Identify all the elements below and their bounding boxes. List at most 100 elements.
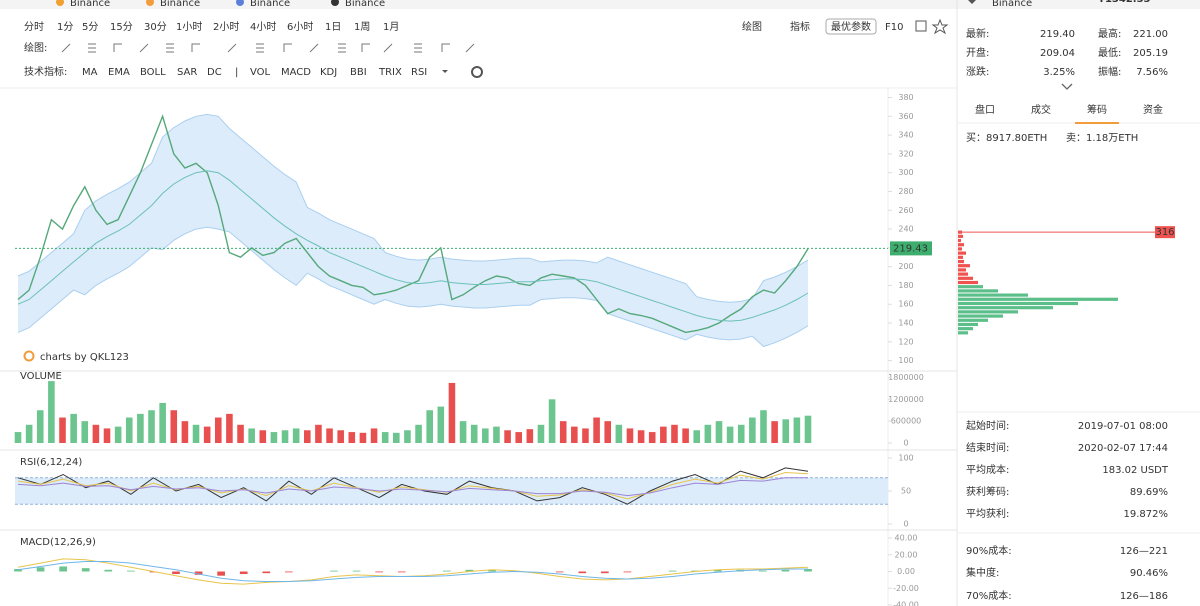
indicator-toggle[interactable]: TRIX — [378, 67, 402, 78]
draw-tool-icon[interactable] — [338, 43, 346, 53]
chip-bar — [958, 289, 998, 293]
indicator-toggle[interactable]: MA — [82, 67, 98, 78]
volume-bar — [515, 432, 522, 443]
indicator-toggle[interactable]: BBI — [350, 67, 367, 78]
draw-tool-icon[interactable] — [465, 43, 475, 53]
volume-bar — [25, 424, 33, 443]
draw-tool-icon[interactable] — [191, 43, 200, 52]
chip-bar — [958, 322, 978, 327]
y-tick-label: -40.00 — [893, 601, 919, 606]
tab-label[interactable]: Binance — [70, 0, 110, 9]
stat-label: 平均获利: — [966, 508, 1009, 520]
volume-bar — [281, 430, 289, 443]
volume-bar — [214, 417, 222, 443]
draw-tool-icon[interactable] — [256, 43, 264, 53]
period-button[interactable]: 5分 — [82, 21, 98, 33]
period-button[interactable]: 1周 — [354, 21, 370, 33]
draw-tool-icon[interactable] — [414, 43, 422, 53]
period-button[interactable]: 分时 — [24, 21, 44, 33]
volume-bar — [470, 424, 478, 443]
draw-tool-icon[interactable] — [361, 43, 370, 52]
volume-bar — [103, 428, 111, 443]
panel-tab[interactable]: 筹码 — [1087, 103, 1107, 116]
y-tick-label: 340 — [898, 131, 913, 140]
period-button[interactable]: 1小时 — [176, 21, 202, 33]
period-button[interactable]: 6小时 — [287, 21, 313, 33]
y-tick-label: 280 — [898, 187, 913, 196]
draw-tool-icon[interactable] — [383, 43, 393, 53]
watermark: charts by QKL123 — [40, 352, 129, 363]
macd-histogram — [262, 571, 271, 574]
draw-label: 绘图: — [24, 41, 47, 54]
stat-value: 89.69% — [1130, 487, 1168, 498]
dropdown-icon[interactable] — [442, 70, 448, 73]
quote-value: 3.25% — [1043, 67, 1075, 78]
indicator-toggle[interactable]: RSI — [411, 67, 427, 78]
draw-tool-icon[interactable] — [88, 43, 96, 53]
chip-bar — [958, 280, 978, 285]
y-tick-label: 180 — [898, 281, 913, 290]
draw-tool-icon[interactable] — [139, 43, 149, 53]
settings-icon[interactable] — [471, 66, 483, 78]
y-tick-label: 160 — [898, 300, 913, 309]
panel-tab[interactable]: 成交 — [1031, 103, 1051, 116]
indicator-toggle[interactable]: EMA — [108, 67, 130, 78]
volume-bar — [125, 417, 133, 443]
draw-tool-icon[interactable] — [61, 43, 71, 53]
indicator-button[interactable]: 指标 — [790, 20, 810, 33]
chevron[interactable] — [1061, 83, 1073, 90]
macd-histogram — [14, 568, 22, 572]
draw-tool-icon[interactable] — [166, 43, 174, 53]
fullscreen-icon[interactable] — [915, 20, 927, 32]
quote-label: 涨跌: — [966, 65, 989, 78]
tab-label[interactable]: Binance — [160, 0, 200, 9]
period-button[interactable]: 15分 — [110, 21, 133, 33]
indicator-toggle[interactable]: KDJ — [320, 67, 337, 78]
star-icon[interactable] — [931, 18, 949, 35]
chip-marker-label: 316 — [1155, 227, 1174, 238]
tab-label[interactable]: Binance — [345, 0, 385, 9]
indicator-toggle[interactable]: BOLL — [140, 67, 166, 78]
period-button[interactable]: 30分 — [144, 21, 167, 33]
draw-tool-icon[interactable] — [227, 43, 237, 53]
draw-tool-icon[interactable] — [283, 43, 292, 52]
y-tick-label: 260 — [898, 206, 913, 215]
series-line — [17, 467, 809, 505]
last-price-label: 219.43 — [893, 243, 928, 254]
period-button[interactable]: 1月 — [383, 21, 399, 33]
indicator-toggle[interactable]: VOL — [250, 67, 271, 78]
indicator-toggle[interactable]: | — [235, 67, 238, 78]
tab-label[interactable]: Binance — [250, 0, 290, 9]
volume-bar — [715, 421, 723, 443]
draw-button[interactable]: 绘图 — [742, 20, 762, 33]
draw-tool-icon[interactable] — [113, 43, 122, 52]
y-tick-label: 360 — [898, 112, 913, 121]
period-button[interactable]: 2小时 — [213, 21, 239, 33]
volume-bar — [248, 428, 255, 443]
stat-value: 19.872% — [1124, 509, 1169, 520]
stat-value: 183.02 USDT — [1102, 465, 1169, 476]
volume-bar — [482, 428, 489, 443]
tech-label: 技术指标: — [24, 65, 67, 78]
param-button[interactable]: 最优参数 — [831, 20, 871, 33]
indicator-toggle[interactable]: MACD — [281, 67, 311, 78]
panel-tab[interactable]: 资金 — [1143, 103, 1163, 116]
period-button[interactable]: 4小时 — [250, 21, 276, 33]
volume-bar — [237, 424, 244, 443]
draw-tool-icon[interactable] — [309, 43, 319, 53]
volume-bar — [270, 432, 278, 443]
volume-bar — [559, 421, 567, 443]
y-tick-label: 0 — [903, 439, 908, 448]
period-button[interactable]: 1日 — [325, 22, 341, 33]
tab-icon — [56, 0, 64, 6]
period-button[interactable]: 1分 — [57, 21, 73, 33]
macd-histogram — [781, 569, 790, 572]
macd-histogram — [59, 566, 67, 572]
volume-bar — [415, 424, 422, 443]
indicator-toggle[interactable]: DC — [207, 67, 222, 78]
indicator-toggle[interactable]: SAR — [177, 67, 197, 78]
panel-tab[interactable]: 盘口 — [975, 103, 995, 116]
draw-tool-icon[interactable] — [441, 43, 450, 52]
f10-button[interactable]: F10 — [885, 22, 903, 33]
